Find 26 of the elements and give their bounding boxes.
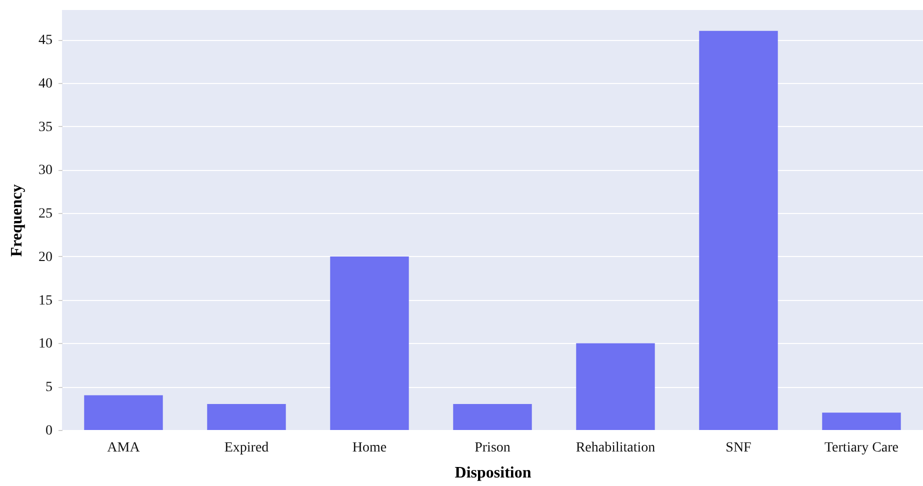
y-tick-label: 40 (38, 76, 52, 92)
y-tick-label: 15 (38, 293, 52, 308)
y-tick-label: 0 (46, 424, 52, 438)
bar (576, 343, 655, 430)
bar (699, 30, 778, 430)
y-tick-label: 45 (38, 33, 52, 48)
x-tick-label: Prison (474, 440, 510, 456)
x-tick-label: Home (352, 440, 387, 456)
x-tick-label: Rehabilitation (576, 440, 656, 456)
bar (453, 404, 532, 430)
y-tick-label: 5 (46, 380, 52, 396)
bar (822, 412, 901, 430)
y-tick-label: 10 (38, 336, 52, 352)
x-axis-title: Disposition (454, 464, 532, 482)
bar (207, 404, 286, 430)
y-tick-label: 20 (38, 250, 52, 265)
x-tick-label: SNF (726, 440, 752, 456)
y-axis-title: Frequency (8, 184, 26, 257)
x-tick-label: AMA (107, 440, 141, 456)
x-tick-label: Expired (224, 440, 269, 456)
bar (330, 256, 409, 430)
y-tick-label: 35 (38, 120, 52, 135)
x-tick-label: Tertiary Care (824, 440, 899, 456)
bar (84, 395, 163, 430)
y-tick-label: 30 (38, 163, 52, 178)
y-tick-label: 25 (38, 206, 52, 222)
